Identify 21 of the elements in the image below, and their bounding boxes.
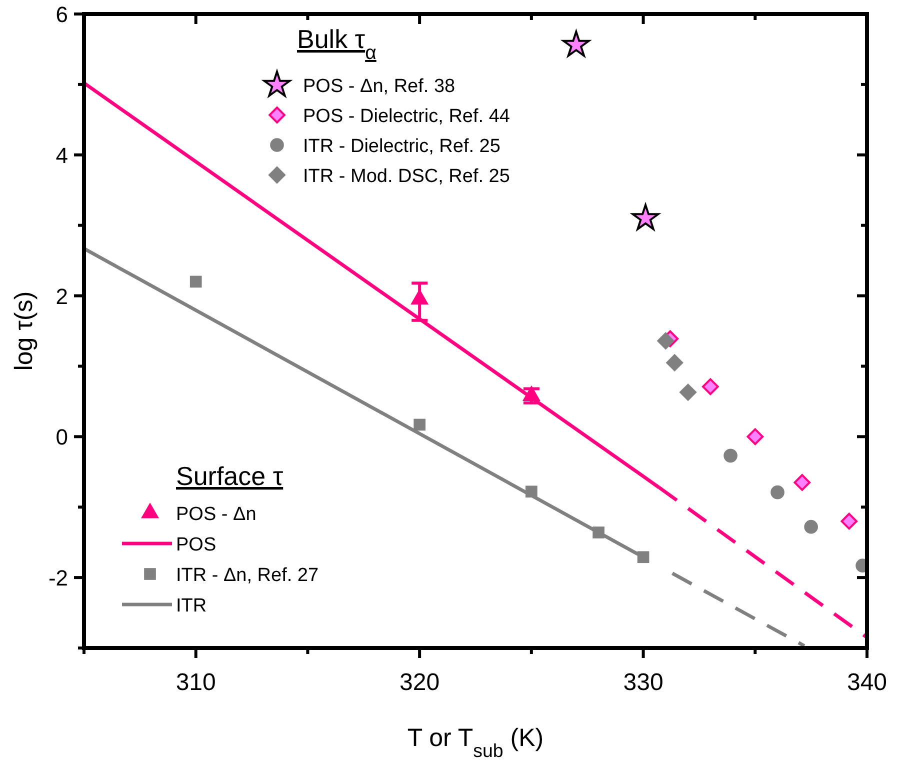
x-tick-label: 340 (846, 669, 888, 696)
legend-title: Bulk τ$_{α}$ (297, 24, 376, 64)
y-axis-title: log τ(s) (10, 291, 38, 371)
legend-label: ITR (176, 596, 207, 616)
y-tick-label: 0 (56, 424, 68, 450)
legend-label: ITR - Dielectric, Ref. 25 (303, 136, 500, 157)
x-axis-title: T or T$_{sub}$ (K) (407, 724, 544, 760)
y-tick-label: 6 (56, 2, 68, 27)
y-tick-label: -2 (48, 566, 68, 591)
legend-label: POS - Dielectric, Ref. 44 (303, 106, 510, 127)
legend-label: POS - Δn (176, 504, 256, 525)
legend-label: POS (176, 534, 216, 556)
legend-label: POS - Δn, Ref. 38 (303, 76, 456, 97)
legend-label: ITR - Mod. DSC, Ref. 25 (303, 166, 510, 187)
x-tick-label: 310 (176, 669, 216, 696)
x-tick-label: 320 (400, 669, 440, 696)
legend-label: ITR - Δn, Ref. 27 (176, 565, 319, 586)
y-tick-label: 2 (56, 284, 68, 309)
annotation: Surface τ (176, 461, 284, 491)
y-tick-label: 4 (56, 142, 68, 168)
x-tick-label: 330 (623, 669, 664, 696)
